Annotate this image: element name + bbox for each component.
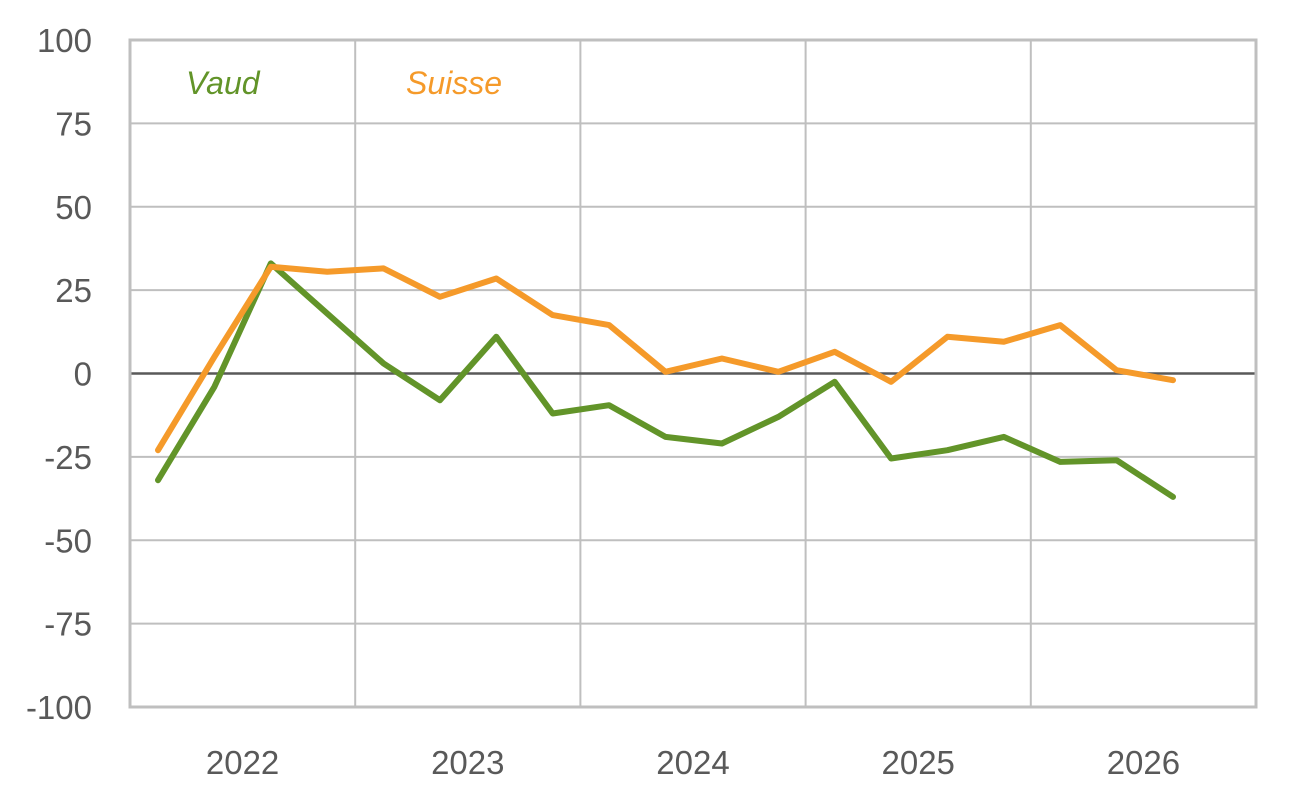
y-tick-label: -50: [44, 522, 92, 559]
legend-label-suisse: Suisse: [406, 65, 502, 101]
y-tick-label: -100: [26, 689, 92, 726]
x-tick-label: 2022: [206, 744, 279, 781]
plot-area-frame: [128, 38, 1258, 709]
legend-label-vaud: Vaud: [186, 65, 261, 101]
y-tick-label: 25: [55, 272, 92, 309]
y-tick-label: 75: [55, 105, 92, 142]
x-tick-label: 2023: [431, 744, 504, 781]
legend: Vaud Suisse: [186, 65, 502, 101]
y-tick-label: -75: [44, 606, 92, 643]
y-tick-label: -25: [44, 439, 92, 476]
series-line-suisse: [155, 263, 1176, 454]
y-tick-label: 50: [55, 189, 92, 226]
x-tick-label: 2024: [656, 744, 729, 781]
series-lines: [155, 260, 1176, 500]
x-tick-label: 2025: [881, 744, 954, 781]
series-line-vaud: [155, 260, 1176, 500]
y-tick-label: 0: [74, 356, 92, 393]
y-tick-label: 100: [37, 22, 92, 59]
gridlines: [130, 39, 1256, 708]
y-axis-tick-labels: 100 75 50 25 0 -25 -50 -75 -100: [26, 22, 92, 726]
x-axis-tick-labels: 2022 2023 2024 2025 2026: [206, 744, 1180, 781]
x-tick-label: 2026: [1107, 744, 1180, 781]
